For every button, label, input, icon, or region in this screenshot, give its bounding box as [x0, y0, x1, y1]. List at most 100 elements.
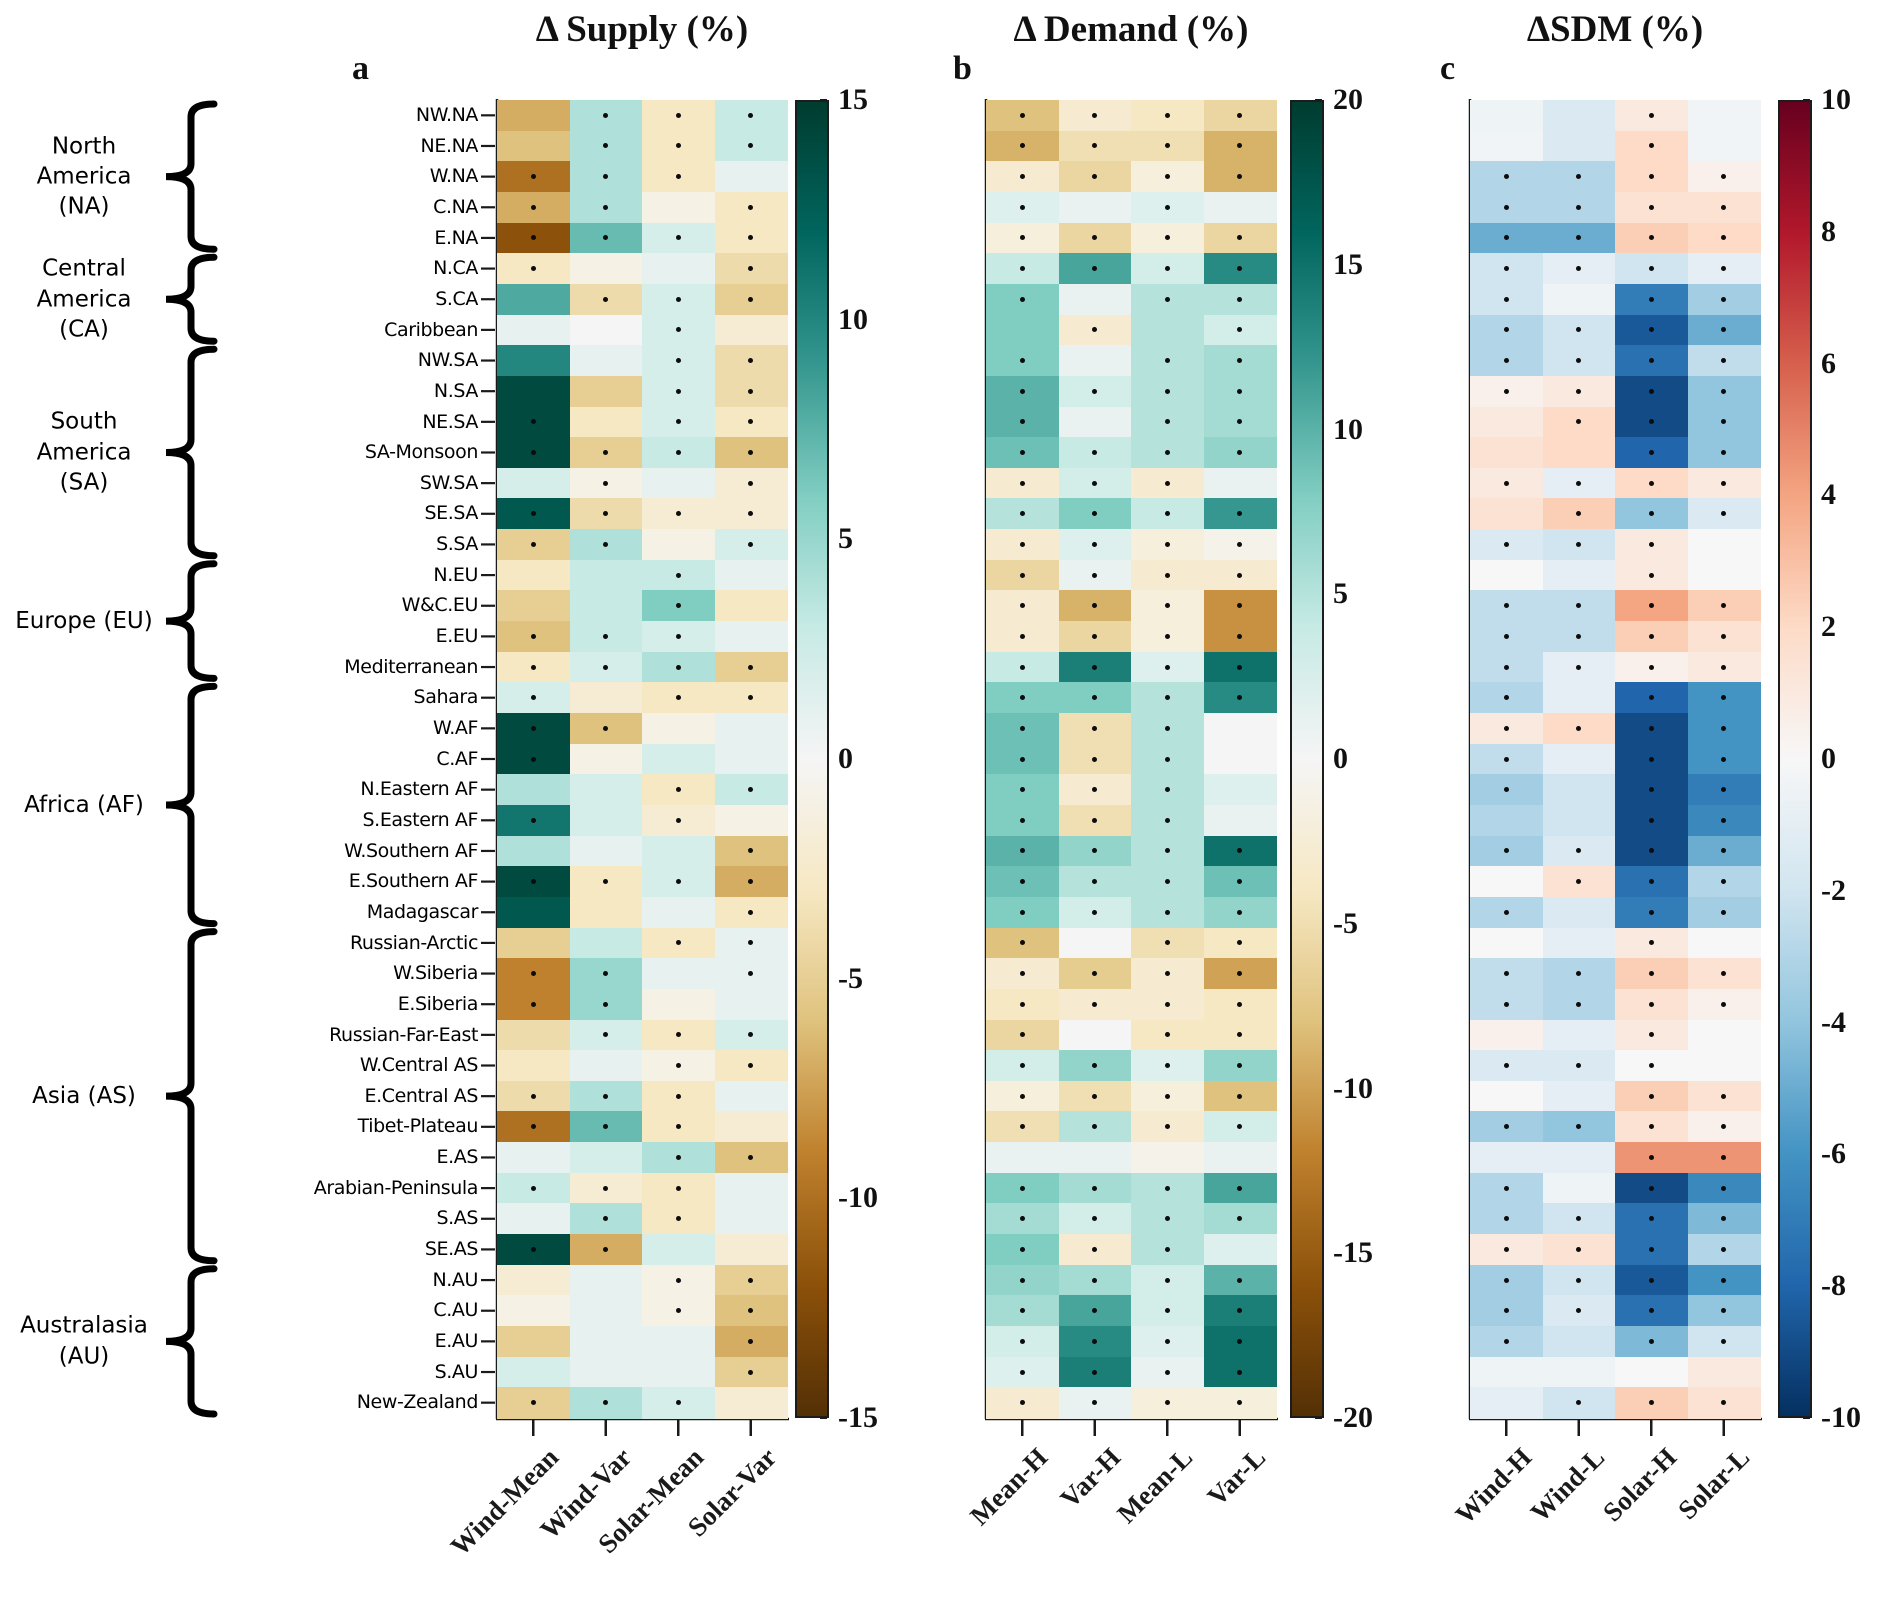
significance-dot [1019, 1001, 1025, 1007]
significance-dot [1721, 1154, 1727, 1160]
significance-dot [1648, 756, 1654, 762]
significance-dot [675, 511, 681, 517]
heatmap-cell [569, 1356, 643, 1389]
row-label: C.AU [433, 1299, 478, 1322]
significance-dot [1721, 327, 1727, 333]
significance-dot [1721, 633, 1727, 639]
significance-dot [1237, 603, 1243, 609]
significance-dot [1164, 603, 1170, 609]
heatmap-cell [1542, 896, 1616, 929]
heatmap-cell [497, 1142, 571, 1174]
significance-dot [1092, 879, 1098, 885]
heatmap-cell [1687, 1019, 1761, 1051]
group-label-line: (NA) [58, 193, 110, 220]
significance-dot [1164, 664, 1170, 670]
heatmap-cell [497, 1019, 571, 1051]
significance-dot [1164, 511, 1170, 517]
heatmap-cell [1470, 130, 1544, 162]
significance-dot [748, 266, 754, 272]
significance-dot [748, 940, 754, 946]
significance-dot [1648, 541, 1654, 547]
significance-dot [1237, 1001, 1243, 1007]
significance-dot [1721, 480, 1727, 486]
significance-dot [675, 327, 681, 333]
heatmap-cell [1203, 804, 1277, 837]
heatmap-cell [714, 713, 788, 745]
significance-dot [1092, 817, 1098, 823]
heatmap-cell [497, 1356, 571, 1389]
significance-dot [1019, 419, 1025, 425]
group-label: South America (SA) [6, 407, 162, 498]
row-label: Arabian-Peninsula [313, 1176, 479, 1199]
heatmap-cell [1542, 743, 1616, 776]
heatmap-cell [497, 559, 571, 592]
significance-dot [1092, 480, 1098, 486]
heatmap-cell [569, 559, 643, 592]
group-label-line: Asia (AS) [32, 1082, 136, 1109]
colorbar-tick-label: -8 [1821, 1269, 1846, 1303]
colorbar-tick-label: 0 [838, 742, 853, 775]
row-label: NE.NA [420, 134, 479, 157]
significance-dot [1576, 1400, 1582, 1406]
heatmap-cell [714, 988, 788, 1021]
significance-dot [1503, 1063, 1509, 1068]
row-label: W.NA [429, 165, 479, 188]
row-label: E.AS [436, 1146, 478, 1169]
significance-dot [1503, 603, 1509, 609]
significance-dot [1092, 695, 1098, 701]
group-brace [165, 253, 218, 345]
significance-dot [1164, 1093, 1170, 1099]
significance-dot [1503, 1124, 1509, 1130]
significance-dot [1164, 848, 1170, 854]
colorbar-tick-label: -10 [1333, 1071, 1373, 1105]
significance-dot [1164, 1369, 1170, 1375]
group-label-line: (CA) [59, 316, 109, 343]
significance-dot [1237, 971, 1243, 977]
significance-dot [1164, 358, 1170, 364]
significance-dot [1503, 848, 1509, 854]
significance-dot [1576, 725, 1582, 731]
significance-dot [1237, 112, 1243, 118]
group-brace [165, 100, 218, 253]
significance-dot [1721, 1338, 1727, 1344]
significance-dot [675, 235, 681, 241]
heatmap-cell [642, 467, 716, 500]
significance-dot [1092, 511, 1098, 517]
significance-dot [1164, 480, 1170, 486]
significance-dot [1092, 1308, 1098, 1314]
significance-dot [1092, 1338, 1098, 1344]
significance-dot [1092, 143, 1098, 149]
significance-dot [1237, 1185, 1243, 1191]
significance-dot [1019, 1093, 1025, 1099]
significance-dot [1503, 204, 1509, 210]
group-label-line: Europe (EU) [15, 607, 153, 634]
colorbar-tick-label: -20 [1333, 1401, 1373, 1434]
significance-dot [1237, 1338, 1243, 1344]
heatmap-cell [1542, 774, 1616, 806]
significance-dot [1092, 1093, 1098, 1099]
group-label-line: Africa (AF) [24, 791, 144, 818]
significance-dot [1092, 112, 1098, 118]
heatmap-cell [1131, 1142, 1205, 1174]
significance-dot [1648, 1338, 1654, 1344]
significance-dot [748, 787, 754, 793]
significance-dot [675, 112, 681, 118]
colorbar-tick-label: 2 [1821, 610, 1836, 644]
heatmap-cell [714, 590, 788, 622]
significance-dot [1648, 1246, 1654, 1252]
significance-dot [675, 664, 681, 670]
significance-dot [1019, 940, 1025, 946]
heatmap-cell [642, 1326, 716, 1358]
significance-dot [748, 143, 754, 149]
heatmap-cell [1542, 283, 1616, 316]
significance-dot [748, 848, 754, 854]
significance-dot [1164, 1001, 1170, 1007]
panel-c-letter: c [1440, 50, 1456, 87]
group-label-line: America [36, 286, 132, 313]
significance-dot [1092, 1063, 1098, 1068]
heatmap-cell [497, 835, 571, 867]
group-brace [165, 560, 218, 682]
significance-dot [1648, 633, 1654, 639]
heatmap-cell [714, 314, 788, 346]
significance-dot [1648, 909, 1654, 915]
